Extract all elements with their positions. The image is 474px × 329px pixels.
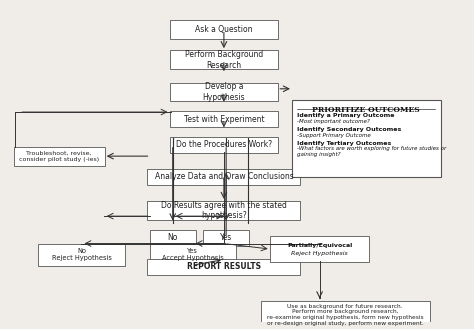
- Text: Do Results agree with the stated
hypothesis?: Do Results agree with the stated hypothe…: [161, 201, 287, 220]
- Text: Use as background for future research.
Perform more background research,
re-exam: Use as background for future research. P…: [267, 304, 424, 326]
- Text: -What factors are worth exploring for future studies or
gaining insight?: -What factors are worth exploring for fu…: [297, 146, 447, 157]
- Text: REPORT RESULTS: REPORT RESULTS: [187, 262, 261, 271]
- Text: Develop a
Hypothesis: Develop a Hypothesis: [202, 82, 245, 102]
- Text: PRIORITIZE OUTCOMES: PRIORITIZE OUTCOMES: [312, 106, 420, 114]
- FancyBboxPatch shape: [170, 83, 278, 101]
- FancyBboxPatch shape: [147, 201, 301, 220]
- FancyBboxPatch shape: [170, 20, 278, 39]
- FancyBboxPatch shape: [261, 301, 429, 329]
- FancyBboxPatch shape: [147, 259, 301, 275]
- Text: Reject Hypothesis: Reject Hypothesis: [291, 251, 348, 257]
- FancyBboxPatch shape: [203, 230, 249, 246]
- Text: Ask a Question: Ask a Question: [195, 25, 253, 34]
- Text: No: No: [167, 233, 178, 242]
- Text: Identify Secondary Outcomes: Identify Secondary Outcomes: [297, 127, 401, 132]
- Text: Test with Experiment: Test with Experiment: [183, 115, 264, 124]
- Text: Yes
Accept Hypothesis: Yes Accept Hypothesis: [162, 248, 224, 261]
- Text: No
Reject Hypothesis: No Reject Hypothesis: [52, 248, 111, 261]
- Text: Do the Procedures Work?: Do the Procedures Work?: [176, 140, 272, 149]
- Text: Yes: Yes: [220, 233, 232, 242]
- Text: Identify Tertiary Outcomes: Identify Tertiary Outcomes: [297, 140, 392, 145]
- FancyBboxPatch shape: [147, 169, 301, 185]
- FancyBboxPatch shape: [170, 112, 278, 127]
- FancyBboxPatch shape: [150, 230, 196, 246]
- FancyBboxPatch shape: [38, 244, 125, 266]
- Text: Perform Background
Research: Perform Background Research: [185, 50, 263, 70]
- FancyBboxPatch shape: [292, 100, 441, 177]
- Text: -Most important outcome?: -Most important outcome?: [297, 119, 370, 124]
- FancyBboxPatch shape: [150, 244, 236, 266]
- Text: Identify a Primary Outcome: Identify a Primary Outcome: [297, 113, 395, 118]
- Text: Partially/Equivocal: Partially/Equivocal: [287, 243, 352, 248]
- Text: Analyze Data and Draw Conclusions: Analyze Data and Draw Conclusions: [155, 172, 293, 182]
- Text: Troubleshoot, revise,
consider pilot study (-ies): Troubleshoot, revise, consider pilot stu…: [19, 151, 100, 162]
- FancyBboxPatch shape: [170, 137, 278, 153]
- Text: -Support Primary Outcome: -Support Primary Outcome: [297, 133, 371, 138]
- FancyBboxPatch shape: [170, 50, 278, 69]
- FancyBboxPatch shape: [270, 237, 369, 262]
- FancyBboxPatch shape: [14, 147, 105, 165]
